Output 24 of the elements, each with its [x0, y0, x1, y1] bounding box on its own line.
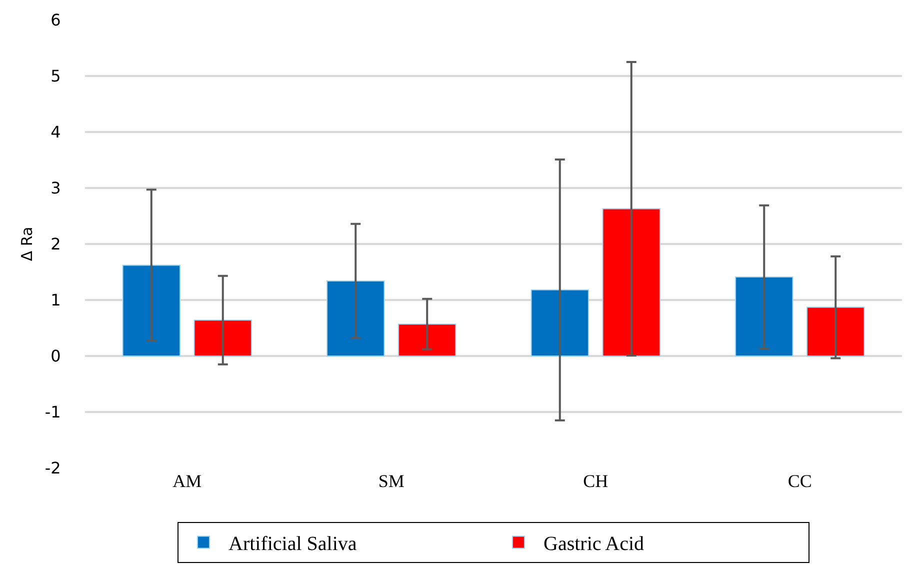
y-tick-label: -1: [44, 402, 61, 422]
bar: [806, 306, 865, 356]
legend-label: Artificial Saliva: [228, 533, 357, 556]
y-tick-label: 2: [50, 234, 61, 254]
bar: [122, 264, 180, 356]
y-tick-label: 3: [50, 178, 61, 198]
legend-label: Gastric Acid: [544, 533, 644, 556]
y-tick-label: 0: [50, 346, 61, 366]
x-tick-label: CH: [583, 471, 608, 491]
y-tick-label: 6: [50, 10, 61, 30]
y-tick-label: 1: [50, 290, 61, 310]
bar: [398, 324, 456, 356]
bar: [735, 276, 794, 356]
bar: [326, 280, 385, 356]
x-tick-label: CC: [788, 471, 812, 491]
bar: [530, 289, 589, 356]
y-tick-label: 5: [50, 66, 61, 86]
x-tick-label: SM: [378, 471, 404, 491]
bar: [602, 208, 660, 356]
x-tick-label: AM: [172, 471, 202, 491]
y-tick-label: -2: [44, 458, 61, 478]
y-axis-title: Δ Ra: [18, 226, 36, 262]
bar: [194, 320, 252, 356]
y-tick-label: 4: [50, 122, 61, 142]
